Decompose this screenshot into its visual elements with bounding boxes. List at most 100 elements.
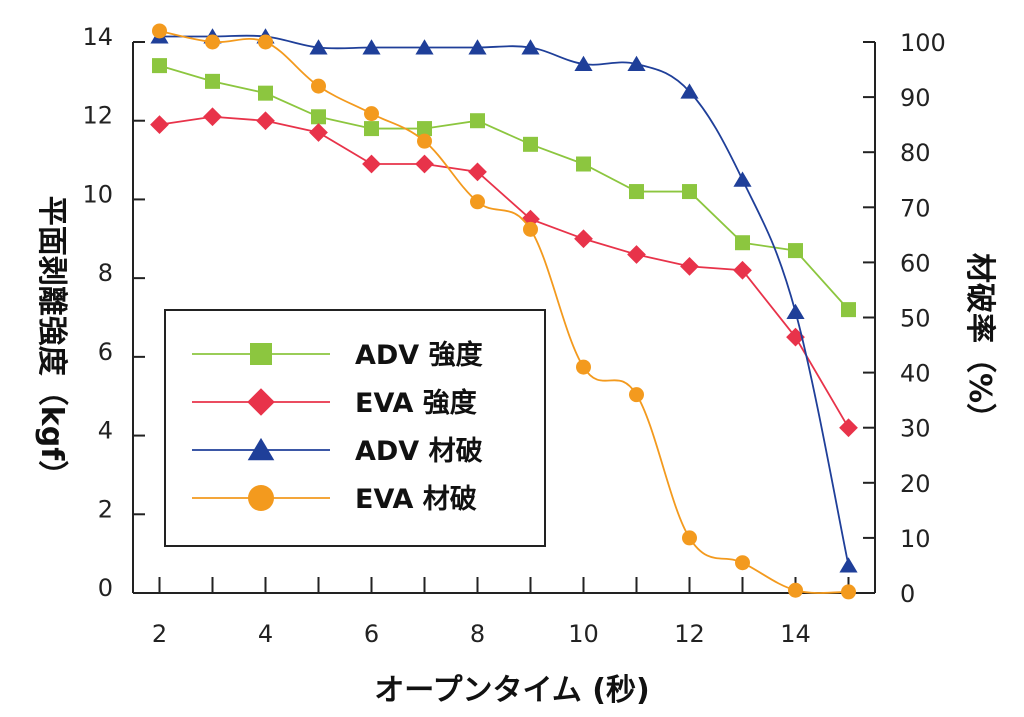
data-point	[415, 154, 434, 174]
data-point	[839, 557, 858, 573]
data-point	[841, 302, 856, 318]
data-point	[468, 162, 487, 182]
legend-item: ADV 材破	[192, 436, 483, 467]
x-tick-label: 10	[568, 620, 599, 648]
data-point	[311, 78, 326, 94]
data-point	[415, 39, 434, 55]
legend-marker	[250, 343, 272, 365]
series-layer	[150, 23, 858, 600]
x-tick-label: 4	[258, 620, 273, 648]
data-point	[258, 85, 273, 101]
y-left-tick-label: 12	[82, 102, 113, 130]
series-line	[159, 34, 850, 566]
legend-label: ADV 材破	[355, 436, 483, 467]
y-left-tick-label: 2	[98, 495, 113, 523]
data-point	[205, 73, 220, 89]
data-point	[523, 136, 538, 152]
legend-box	[164, 309, 546, 547]
data-point	[203, 107, 222, 127]
series-line	[159, 115, 850, 429]
y-right-tick-label: 40	[900, 360, 931, 388]
data-point	[735, 235, 750, 251]
legend-label: EVA 強度	[355, 387, 477, 419]
y-left-tick-label: 10	[82, 180, 113, 208]
y-right-tick-label: 10	[900, 525, 931, 553]
x-tick-label: 2	[152, 620, 167, 648]
data-point	[788, 582, 803, 598]
axes: 2 4 6 8 10 12 14 0 2 4 6 8 10 12 14 0 10 20 30 40 50 60 70 80 90…	[82, 23, 945, 648]
data-point	[470, 113, 485, 129]
data-point	[574, 55, 593, 72]
legend-item: EVA 材破	[192, 484, 477, 515]
data-point	[309, 39, 328, 55]
y-right-tick-label: 20	[900, 470, 931, 498]
series-line	[159, 64, 850, 311]
data-point	[150, 115, 169, 135]
y-left-tick-label: 14	[82, 23, 113, 51]
data-point	[362, 154, 381, 174]
data-point	[680, 256, 699, 276]
y-right-tick-label: 80	[900, 139, 931, 167]
data-point	[682, 184, 697, 200]
data-point	[470, 194, 485, 210]
legend-label: EVA 材破	[355, 484, 477, 515]
data-point	[258, 34, 273, 50]
y-right-tick-label: 30	[900, 415, 931, 443]
legend-item: ADV 強度	[192, 339, 483, 371]
data-point	[523, 221, 538, 237]
data-point	[627, 245, 646, 264]
data-point	[786, 303, 805, 320]
x-tick-label: 6	[364, 620, 379, 648]
data-point	[576, 359, 591, 375]
y-right-tick-label: 100	[900, 29, 946, 57]
y-left-tick-label: 6	[98, 338, 113, 366]
y-left-axis-title: 平面剥離強度（kgf）	[34, 196, 69, 490]
data-point	[629, 184, 644, 200]
data-point	[521, 39, 540, 55]
data-point	[152, 23, 167, 39]
legend: ADV 強度 EVA 強度 ADV 材破 EVA 材破	[164, 309, 546, 547]
data-point	[682, 530, 697, 546]
data-point	[364, 106, 379, 122]
data-point	[841, 584, 856, 600]
data-point	[468, 39, 487, 55]
y-right-tick-label: 60	[900, 249, 931, 277]
series-adv-strength	[152, 58, 856, 318]
y-right-tick-label: 90	[900, 84, 931, 112]
y-right-tick-label: 70	[900, 194, 931, 222]
data-point	[256, 111, 275, 131]
data-point	[839, 418, 858, 438]
legend-marker	[248, 485, 274, 511]
series-eva-wood-failure	[152, 23, 856, 600]
y-right-axis-title: 材破率（%）	[962, 253, 997, 433]
data-point	[309, 123, 328, 142]
data-point	[629, 387, 644, 403]
x-tick-label: 8	[470, 620, 485, 648]
y-left-tick-label: 0	[98, 574, 113, 602]
data-point	[576, 156, 591, 172]
series-eva-strength	[150, 107, 858, 438]
data-point	[362, 39, 381, 55]
data-point	[627, 55, 646, 72]
legend-label: ADV 強度	[355, 339, 483, 371]
y-left-tick-label: 4	[98, 417, 113, 445]
y-right-tick-label: 50	[900, 305, 931, 333]
legend-item: EVA 強度	[192, 387, 477, 419]
legend-marker	[247, 437, 275, 461]
data-point	[788, 243, 803, 259]
data-point	[733, 171, 752, 187]
x-axis-title: オープンタイム (秒)	[374, 673, 649, 708]
data-point	[574, 229, 593, 249]
y-left-tick-label: 8	[98, 259, 113, 287]
x-tick-label: 12	[674, 620, 705, 648]
y-right-tick-label: 0	[900, 580, 915, 608]
legend-marker	[247, 388, 275, 416]
data-point	[680, 83, 699, 99]
data-point	[205, 34, 220, 50]
data-point	[152, 58, 167, 74]
data-point	[417, 121, 432, 137]
data-point	[311, 109, 326, 125]
data-point	[735, 555, 750, 571]
data-point	[364, 121, 379, 137]
